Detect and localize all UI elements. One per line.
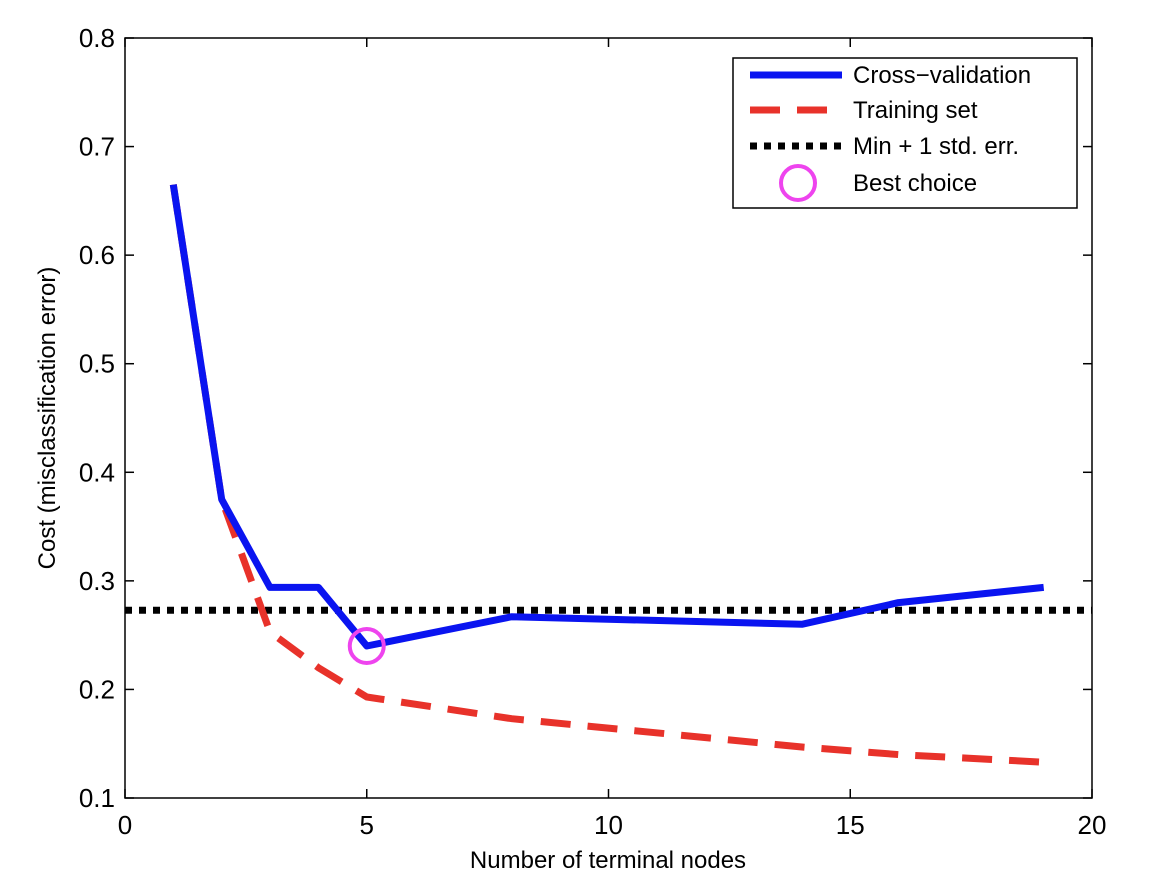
legend-label: Cross−validation [853,62,1031,89]
x-tick-label: 20 [1078,810,1107,840]
y-tick-label: 0.2 [79,674,115,704]
x-axis-label: Number of terminal nodes [470,847,746,874]
legend-label: Min + 1 std. err. [853,133,1019,160]
legend-marker-best-choice [779,164,817,202]
x-tick-label: 5 [360,810,374,840]
cross-validation-line [169,184,1045,650]
x-tick-label: 10 [594,810,623,840]
y-tick-label: 0.7 [79,132,115,162]
x-tick-label: 0 [118,810,132,840]
series-layer [125,184,1092,766]
legend-label: Best choice [853,170,977,197]
legend: Cross−validation Training set Min + 1 std.… [732,57,1078,209]
y-tick-label: 0.3 [79,566,115,596]
y-tick-label: 0.5 [79,349,115,379]
axes-layer: 0 5 10 15 20 0.1 0.2 0.3 0.4 0.5 0.6 0.7 0.8 [79,23,1107,840]
y-tick-label: 0.4 [79,457,115,487]
y-axis-label: Cost (misclassification error) [34,267,61,570]
x-tick-label: 15 [836,810,865,840]
y-tick-label: 0.1 [79,783,115,813]
best-choice-marker [347,627,386,665]
y-tick-label: 0.8 [79,23,115,53]
y-tick-label: 0.6 [79,240,115,270]
training-set-line [169,184,1044,766]
legend-box [732,57,1078,209]
legend-label: Training set [853,97,978,124]
